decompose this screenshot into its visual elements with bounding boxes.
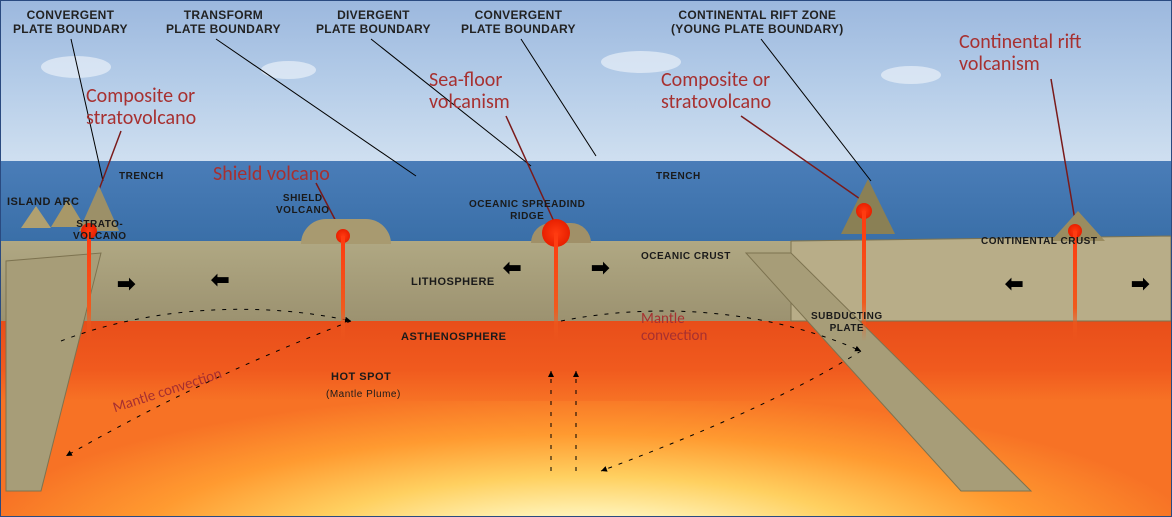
- annotation-composite1: Composite or stratovolcano: [86, 85, 196, 129]
- tectonics-diagram: CONVERGENT PLATE BOUNDARY TRANSFORM PLATE…: [0, 0, 1172, 517]
- header-divergent: DIVERGENT PLATE BOUNDARY: [316, 9, 431, 37]
- plate-arrow: ⬅: [503, 257, 521, 279]
- header-convergent1: CONVERGENT PLATE BOUNDARY: [13, 9, 128, 37]
- annotation-composite2: Composite or stratovolcano: [661, 69, 771, 113]
- plate-arrow: ⬅: [211, 269, 229, 291]
- plate-arrow: ➡: [1131, 273, 1149, 295]
- annotation-shield-ann: Shield volcano: [213, 163, 330, 185]
- feature-lithos: LITHOSPHERE: [411, 276, 495, 289]
- plate-arrow: ⬅: [1005, 273, 1023, 295]
- line-layer: [1, 1, 1172, 517]
- feature-trench2: TRENCH: [656, 171, 701, 183]
- header-transform: TRANSFORM PLATE BOUNDARY: [166, 9, 281, 37]
- magma-conduit: [554, 233, 558, 341]
- feature-island-arc: ISLAND ARC: [7, 196, 79, 209]
- feature-strato: STRATO- VOLCANO: [73, 219, 127, 242]
- annotation-seafloor: Sea-floor volcanism: [429, 69, 510, 113]
- feature-shield: SHIELD VOLCANO: [276, 193, 330, 216]
- plate-arrow: ➡: [117, 273, 135, 295]
- feature-mantleplume: (Mantle Plume): [326, 389, 401, 401]
- island-arc-peak1: [21, 206, 51, 228]
- magma-conduit: [87, 231, 91, 341]
- feature-trench1: TRENCH: [119, 171, 164, 183]
- feature-asth: ASTHENOSPHERE: [401, 331, 507, 344]
- header-crz: CONTINENTAL RIFT ZONE (YOUNG PLATE BOUND…: [671, 9, 844, 37]
- plate-arrow: ➡: [591, 257, 609, 279]
- magma-conduit: [341, 236, 345, 341]
- feature-subduct: SUBDUCTING PLATE: [811, 311, 883, 334]
- feature-continental: CONTINENTAL CRUST: [981, 236, 1097, 248]
- header-convergent2: CONVERGENT PLATE BOUNDARY: [461, 9, 576, 37]
- annotation-mantle-lbl: Mantle convection: [641, 311, 707, 344]
- magma-conduit: [1073, 231, 1077, 341]
- feature-oceanic-crust: OCEANIC CRUST: [641, 251, 731, 263]
- feature-osr: OCEANIC SPREADIND RIDGE: [469, 199, 585, 222]
- annotation-crv: Continental rift volcanism: [959, 31, 1081, 75]
- continental-crust-block: [791, 236, 1171, 321]
- feature-hotspot: HOT SPOT: [331, 371, 391, 384]
